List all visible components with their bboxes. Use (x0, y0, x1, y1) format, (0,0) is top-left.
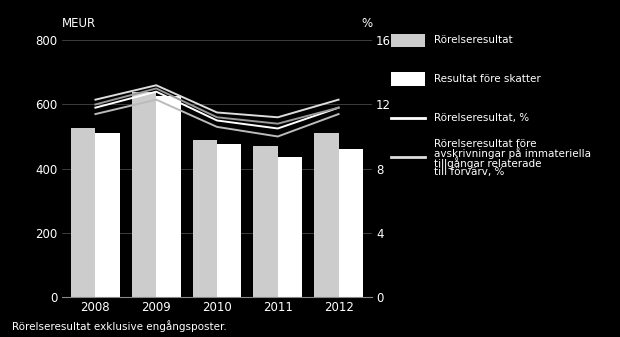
Text: avskrivningar på immateriella: avskrivningar på immateriella (434, 148, 591, 159)
Bar (132, 92, 156, 297)
Text: Resultat före skatter: Resultat före skatter (434, 74, 541, 84)
Text: Rörelseresultat: Rörelseresultat (434, 35, 513, 45)
Bar (339, 149, 363, 297)
Text: till förvärv, %: till förvärv, % (434, 167, 505, 177)
Bar (217, 145, 241, 297)
Bar (278, 157, 302, 297)
Bar (193, 140, 217, 297)
Bar (314, 133, 339, 297)
Bar (254, 146, 278, 297)
Bar (156, 96, 180, 297)
Text: tillgångar relaterade: tillgångar relaterade (434, 157, 541, 169)
Text: Rörelseresultat före: Rörelseresultat före (434, 139, 536, 149)
Text: %: % (361, 17, 372, 30)
Text: Rörelseresultat exklusive engångsposter.: Rörelseresultat exklusive engångsposter. (12, 320, 227, 332)
Text: Rörelseresultat, %: Rörelseresultat, % (434, 113, 529, 123)
Bar (71, 128, 95, 297)
Text: MEUR: MEUR (62, 17, 96, 30)
Bar (95, 133, 120, 297)
